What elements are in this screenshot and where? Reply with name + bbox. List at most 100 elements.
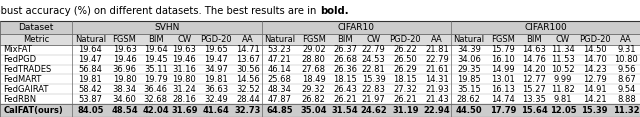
Text: 35.04: 35.04	[301, 106, 327, 115]
Text: 26.36: 26.36	[333, 65, 357, 74]
Text: Natural: Natural	[75, 35, 106, 44]
Text: 19.81: 19.81	[79, 75, 102, 84]
Bar	[171, 84, 198, 94]
Bar	[0, 34, 72, 45]
Bar	[0, 74, 72, 84]
Bar	[519, 34, 549, 45]
Bar	[108, 34, 141, 45]
Text: PGD-20: PGD-20	[200, 35, 232, 44]
Text: 8.67: 8.67	[617, 75, 636, 84]
Text: 28.80: 28.80	[302, 55, 326, 64]
Bar	[298, 104, 330, 117]
Bar	[451, 45, 487, 55]
Text: FedMART: FedMART	[3, 75, 42, 84]
Text: 29.32: 29.32	[302, 85, 326, 94]
Text: 47.21: 47.21	[268, 55, 291, 64]
Bar	[262, 45, 298, 55]
Text: 30.56: 30.56	[236, 65, 260, 74]
Bar	[387, 65, 423, 74]
Bar	[171, 74, 198, 84]
Text: 9.81: 9.81	[554, 95, 572, 104]
Bar	[330, 74, 360, 84]
Text: CIFAR10: CIFAR10	[338, 23, 374, 32]
Text: 19.47: 19.47	[204, 55, 228, 64]
Bar	[387, 84, 423, 94]
Text: 14.99: 14.99	[491, 65, 515, 74]
Text: 29.02: 29.02	[302, 45, 326, 54]
Text: 19.79: 19.79	[144, 75, 168, 84]
Text: 28.16: 28.16	[173, 95, 196, 104]
Bar	[487, 45, 519, 55]
Text: 15.64: 15.64	[521, 106, 548, 115]
Text: 84.05: 84.05	[77, 106, 104, 115]
Bar	[0, 94, 72, 104]
Bar	[423, 104, 451, 117]
Bar	[330, 94, 360, 104]
Text: 19.47: 19.47	[79, 55, 102, 64]
Text: 36.96: 36.96	[113, 65, 136, 74]
Bar	[360, 65, 387, 74]
Bar	[612, 74, 640, 84]
Bar	[171, 104, 198, 117]
Bar	[612, 94, 640, 104]
Bar	[451, 94, 487, 104]
Bar	[141, 55, 171, 65]
Bar	[72, 45, 108, 55]
Bar	[519, 94, 549, 104]
Bar	[0, 55, 72, 65]
Text: 19.80: 19.80	[113, 75, 136, 84]
Bar	[198, 104, 234, 117]
Bar	[519, 55, 549, 65]
Text: BIM: BIM	[337, 35, 353, 44]
Bar	[549, 104, 577, 117]
Bar	[108, 84, 141, 94]
Bar	[360, 55, 387, 65]
Bar	[262, 94, 298, 104]
Bar	[387, 104, 423, 117]
Bar	[577, 84, 612, 94]
Text: 9.31: 9.31	[617, 45, 636, 54]
Bar	[360, 34, 387, 45]
Bar	[612, 45, 640, 55]
Text: CalFAT(ours): CalFAT(ours)	[3, 106, 63, 115]
Bar	[612, 55, 640, 65]
Text: 35.11: 35.11	[144, 65, 168, 74]
Bar	[423, 74, 451, 84]
Text: 13.01: 13.01	[491, 75, 515, 84]
Bar	[141, 65, 171, 74]
Bar	[487, 55, 519, 65]
Bar	[108, 104, 141, 117]
Text: 26.82: 26.82	[302, 95, 326, 104]
Bar	[0, 45, 72, 55]
Bar	[72, 94, 108, 104]
Bar	[487, 84, 519, 94]
Bar	[549, 34, 577, 45]
Bar	[234, 104, 262, 117]
Text: Natural: Natural	[453, 35, 484, 44]
Bar	[108, 55, 141, 65]
Text: 15.79: 15.79	[491, 45, 515, 54]
Bar	[298, 74, 330, 84]
Bar	[519, 65, 549, 74]
Bar	[262, 104, 298, 117]
Bar	[234, 94, 262, 104]
Bar	[262, 34, 298, 45]
Bar	[298, 34, 330, 45]
Text: FGSM: FGSM	[491, 35, 515, 44]
Text: 14.56: 14.56	[236, 75, 260, 84]
Text: 47.87: 47.87	[268, 95, 292, 104]
Text: CW: CW	[177, 35, 191, 44]
Text: 53.87: 53.87	[78, 95, 102, 104]
Text: 31.54: 31.54	[332, 106, 358, 115]
Text: 15.39: 15.39	[362, 75, 385, 84]
Bar	[330, 104, 360, 117]
Text: 31.19: 31.19	[392, 106, 419, 115]
Bar	[360, 74, 387, 84]
Text: 19.46: 19.46	[173, 55, 196, 64]
Bar	[234, 84, 262, 94]
Text: 11.53: 11.53	[551, 55, 575, 64]
Bar	[423, 55, 451, 65]
Bar	[198, 55, 234, 65]
Text: AA: AA	[242, 35, 253, 44]
Text: 26.29: 26.29	[394, 65, 417, 74]
